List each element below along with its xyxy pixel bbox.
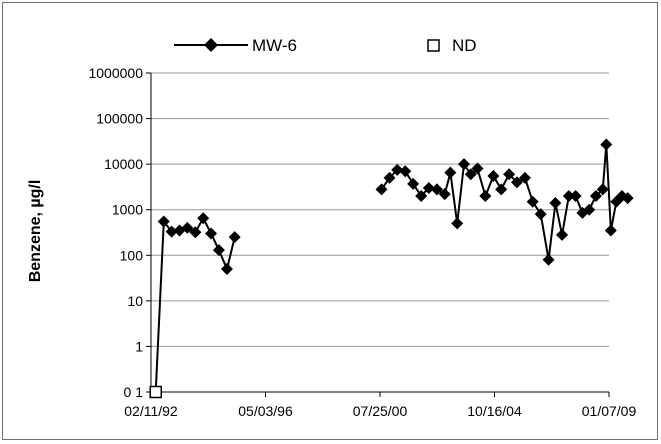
data-point-mw-6 [407, 177, 420, 190]
data-point-mw-6 [197, 212, 210, 225]
plot-area: 0 1 1 10 100 1000 10000 100000 1000000 02/11/92 0… [88, 65, 636, 419]
legend: MW-6 ND [174, 36, 477, 55]
legend-nd-square [427, 39, 440, 52]
data-point-mw-6 [549, 197, 562, 210]
legend-mw-6-diamond [204, 38, 218, 52]
legend-mw-6-label: MW-6 [252, 36, 297, 55]
x-tick-label: 01/07/09 [582, 403, 637, 419]
data-point-mw-6 [157, 215, 170, 228]
data-point-mw-6 [479, 189, 492, 202]
data-point-mw-6 [228, 231, 241, 244]
y-tick-label: 1000000 [88, 65, 143, 81]
data-point-mw-6 [383, 171, 396, 184]
y-tick-label: 10000 [104, 156, 143, 172]
data-point-mw-6 [569, 189, 582, 202]
data-point-mw-6 [422, 181, 435, 194]
data-point-mw-6 [391, 163, 404, 176]
x-tick-label: 05/03/96 [238, 403, 293, 419]
data-point-mw-6 [583, 203, 596, 216]
data-point-mw-6 [415, 189, 428, 202]
data-point-mw-6 [596, 183, 609, 196]
series-line-mw-6 [154, 217, 236, 393]
data-point-mw-6 [189, 226, 202, 239]
data-point-mw-6 [451, 217, 464, 230]
data-point-mw-6 [556, 228, 569, 241]
data-point-mw-6 [444, 166, 457, 179]
data-point-mw-6 [534, 208, 547, 221]
y-axis-title: Benzene, µg/l [27, 180, 44, 283]
y-tick-label: 0 1 [124, 384, 144, 400]
y-tick-label: 10 [127, 293, 143, 309]
y-tick-label: 1 [135, 338, 143, 354]
y-tick-label: 100 [120, 247, 144, 263]
data-point-mw-6 [495, 183, 508, 196]
y-tick-label: 100000 [96, 111, 143, 127]
series-line-mw-6 [380, 143, 628, 261]
data-point-mw-6 [510, 176, 523, 189]
data-point-mw-6 [399, 165, 412, 178]
data-point-mw-6 [205, 227, 218, 240]
x-tick-label: 02/11/92 [124, 403, 178, 419]
legend-nd-label: ND [452, 36, 477, 55]
data-point-mw-6 [542, 253, 555, 266]
data-point-mw-6 [621, 192, 634, 205]
legend-entry-mw-6: MW-6 [174, 36, 297, 55]
data-point-mw-6 [181, 221, 194, 234]
legend-entry-nd: ND [427, 36, 477, 55]
data-point-mw-6 [212, 244, 225, 257]
data-point-mw-6 [438, 188, 451, 201]
data-point-mw-6 [375, 183, 388, 196]
data-point-mw-6 [600, 138, 613, 151]
x-tick-label: 10/16/04 [467, 403, 522, 419]
data-point-mw-6 [471, 162, 484, 175]
data-point-mw-6 [562, 189, 575, 202]
data-point-mw-6 [604, 224, 617, 237]
data-point-mw-6 [430, 183, 443, 196]
data-point-mw-6 [220, 263, 233, 276]
data-point-mw-6 [487, 169, 500, 182]
x-tick-label: 07/25/00 [353, 403, 408, 419]
data-point-mw-6 [518, 171, 531, 184]
y-tick-label: 1000 [112, 202, 143, 218]
data-point-mw-6 [503, 168, 516, 181]
data-point-mw-6 [457, 158, 470, 171]
chart-frame [2, 2, 658, 440]
data-point-nd [149, 385, 162, 399]
data-point-mw-6 [526, 195, 539, 208]
data-point-mw-6 [589, 189, 602, 202]
data-point-mw-6 [165, 225, 178, 238]
data-point-mw-6 [464, 168, 477, 181]
